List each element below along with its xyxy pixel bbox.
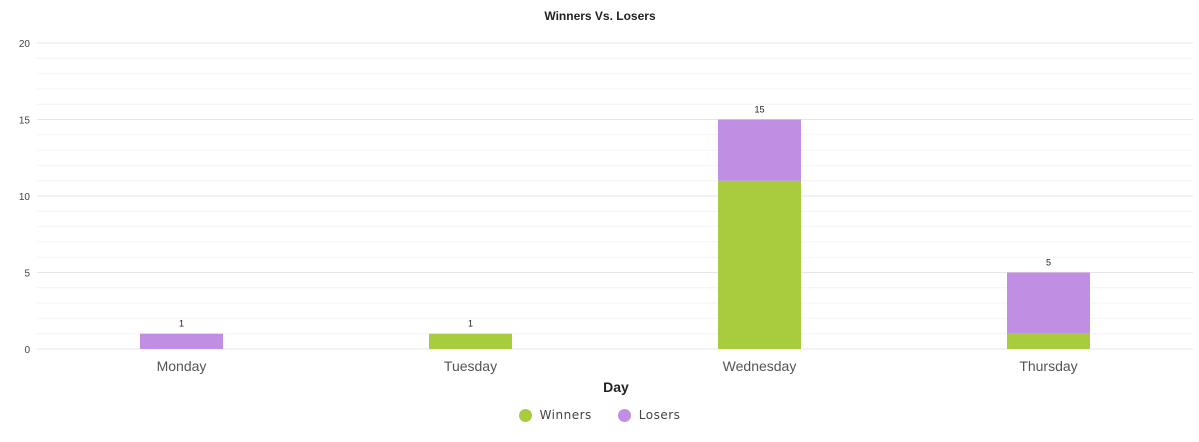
losers-swatch-icon [617, 408, 631, 422]
y-tick-label: 0 [24, 345, 30, 356]
y-tick-label: 15 [19, 116, 31, 127]
x-tick-label: Thursday [1019, 358, 1077, 374]
x-tick-label: Monday [157, 358, 207, 374]
y-axis-ticks: 0 5 10 15 20 [19, 39, 31, 356]
y-tick-label: 5 [24, 269, 30, 280]
legend-losers-label: Losers [638, 408, 681, 422]
data-label-total: 1 [179, 319, 184, 329]
winners-swatch-icon [518, 408, 532, 422]
data-labels: 1 1 15 5 [179, 105, 1051, 329]
bar-losers-thursday[interactable] [1007, 272, 1090, 334]
x-tick-label: Tuesday [444, 358, 497, 374]
legend-item-winners[interactable]: Winners [518, 408, 592, 422]
x-axis-label: Day [603, 379, 629, 395]
bar-losers-monday[interactable] [140, 333, 223, 349]
y-tick-label: 20 [19, 39, 31, 50]
data-label-total: 1 [468, 319, 473, 329]
legend-item-losers[interactable]: Losers [617, 408, 681, 422]
gridlines [37, 42, 1193, 350]
y-tick-label: 10 [19, 192, 31, 203]
bar-losers-wednesday[interactable] [718, 119, 801, 181]
bar-winners-thursday[interactable] [1007, 333, 1090, 349]
data-label-total: 15 [754, 105, 764, 115]
bar-winners-wednesday[interactable] [718, 180, 801, 349]
legend: Winners Losers [0, 408, 1199, 422]
bars [140, 119, 1090, 349]
bar-winners-tuesday[interactable] [429, 333, 512, 349]
x-axis-ticks: Monday Tuesday Wednesday Thursday [157, 358, 1078, 374]
data-label-total: 5 [1046, 258, 1051, 268]
x-tick-label: Wednesday [723, 358, 797, 374]
chart-title: Winners Vs. Losers [544, 9, 656, 23]
legend-winners-label: Winners [539, 408, 592, 422]
